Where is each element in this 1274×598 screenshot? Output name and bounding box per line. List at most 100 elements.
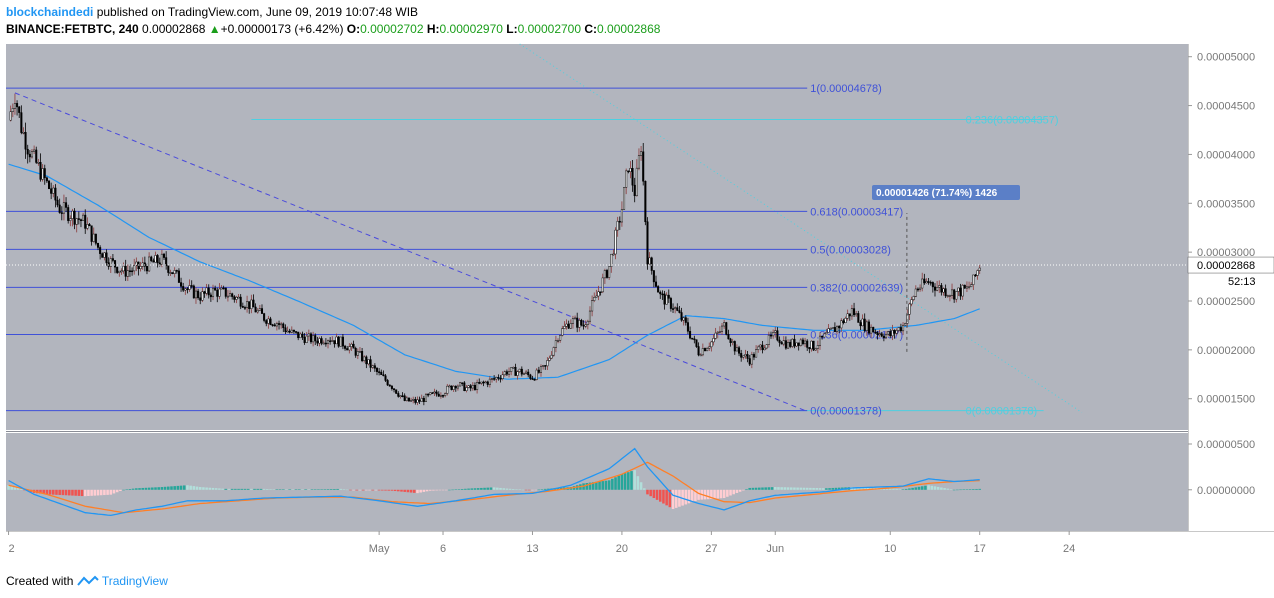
candle-body xyxy=(637,155,640,169)
candle-body xyxy=(842,320,845,323)
candle-body xyxy=(578,319,581,328)
candle-body xyxy=(30,151,33,158)
symbol-legend: BINANCE:FETBTC, 240 0.00002868 ▲+0.00000… xyxy=(6,22,660,36)
candle-body xyxy=(252,299,255,308)
macd-histogram-bar xyxy=(83,489,87,497)
candle-body xyxy=(810,340,813,350)
tradingview-logo-icon[interactable] xyxy=(76,575,99,587)
macd-histogram-bar xyxy=(534,489,537,491)
candle-body xyxy=(929,282,932,284)
macd-histogram-bar xyxy=(138,488,141,490)
macd-histogram-bar xyxy=(406,489,410,493)
candle-body xyxy=(772,332,775,337)
macd-histogram-bar xyxy=(556,487,560,490)
candle-body xyxy=(465,387,468,391)
candle-body xyxy=(194,290,197,299)
fib-extension-label: 0.236(0.00004357) xyxy=(966,115,1059,127)
last-price-tag-label: 0.00002868 xyxy=(1197,260,1255,272)
macd-histogram-bar xyxy=(496,487,499,490)
macd-histogram-bar xyxy=(857,487,860,490)
macd-histogram-bar xyxy=(221,488,224,490)
candle-body xyxy=(620,209,623,223)
candle-body xyxy=(629,168,632,172)
macd-histogram-bar xyxy=(218,488,221,490)
macd-histogram-bar xyxy=(67,489,71,496)
candle-body xyxy=(369,359,372,368)
candle-body xyxy=(588,310,591,322)
macd-histogram-bar xyxy=(480,487,483,490)
macd-histogram-bar xyxy=(147,487,151,490)
macd-histogram-bar xyxy=(422,489,426,492)
macd-histogram-bar xyxy=(307,489,311,490)
candle-body xyxy=(13,103,16,109)
macd-histogram-bar xyxy=(64,489,68,496)
macd-histogram-bar xyxy=(329,489,333,490)
candle-body xyxy=(403,395,406,401)
macd-histogram-bar xyxy=(58,489,61,495)
candle-body xyxy=(795,342,798,347)
candle-body xyxy=(109,258,112,267)
candle-body xyxy=(156,255,159,264)
candle-body xyxy=(723,322,726,327)
candle-body xyxy=(320,338,323,344)
candle-body xyxy=(248,301,251,310)
candle-body xyxy=(769,334,773,337)
candle-body xyxy=(318,338,321,344)
candle-body xyxy=(823,333,826,338)
candle-body xyxy=(58,204,61,213)
candle-body xyxy=(163,253,166,258)
candle-body xyxy=(250,299,253,310)
candle-body xyxy=(953,289,956,300)
candle-body xyxy=(256,309,259,313)
candle-body xyxy=(335,336,338,345)
candle-body xyxy=(844,317,847,323)
macd-histogram-bar xyxy=(956,489,959,491)
macd-histogram-bar xyxy=(502,488,505,490)
candle-body xyxy=(818,335,821,346)
candle-body xyxy=(855,313,858,316)
macd-histogram-bar xyxy=(454,489,458,490)
candle-body xyxy=(84,214,87,229)
candle-body xyxy=(476,382,479,390)
candle-body xyxy=(386,380,389,386)
macd-histogram-bar xyxy=(732,489,736,495)
candle-body xyxy=(663,293,666,305)
candle-body xyxy=(124,265,127,277)
macd-histogram-bar xyxy=(256,488,260,490)
macd-histogram-bar xyxy=(492,487,496,490)
macd-histogram-bar xyxy=(773,487,777,490)
macd-histogram-bar xyxy=(834,487,838,490)
candle-body xyxy=(446,385,449,394)
candle-body xyxy=(833,327,836,332)
candle-body xyxy=(970,284,973,288)
author-name[interactable]: blockchaindedi xyxy=(6,5,94,19)
candle-body xyxy=(725,322,728,335)
y-tick-label: 0.00004500 xyxy=(1197,101,1255,113)
candle-body xyxy=(797,342,800,346)
candle-body xyxy=(765,344,768,349)
candle-body xyxy=(791,338,794,347)
macd-histogram-bar xyxy=(170,486,173,490)
candle-body xyxy=(199,297,202,301)
macd-histogram-bar xyxy=(90,489,93,496)
candle-body xyxy=(120,270,123,273)
candle-body xyxy=(831,327,834,329)
candle-body xyxy=(299,333,302,339)
x-tick-label: 10 xyxy=(884,543,896,555)
open-value: 0.00002702 xyxy=(360,22,424,36)
last-price: 0.00002868 xyxy=(142,22,206,36)
candle-body xyxy=(480,381,483,384)
macd-histogram-bar xyxy=(282,489,285,490)
macd-histogram-bar xyxy=(949,489,953,490)
x-tick-label: 6 xyxy=(440,543,446,555)
candle-body xyxy=(525,371,528,374)
macd-histogram-bar xyxy=(246,488,250,490)
candle-body xyxy=(246,301,249,308)
macd-histogram-bar xyxy=(428,489,432,491)
candle-body xyxy=(20,112,23,133)
candle-body xyxy=(902,324,905,332)
candle-body xyxy=(495,377,498,380)
tradingview-brand[interactable]: TradingView xyxy=(101,574,168,588)
candle-body xyxy=(322,342,325,345)
